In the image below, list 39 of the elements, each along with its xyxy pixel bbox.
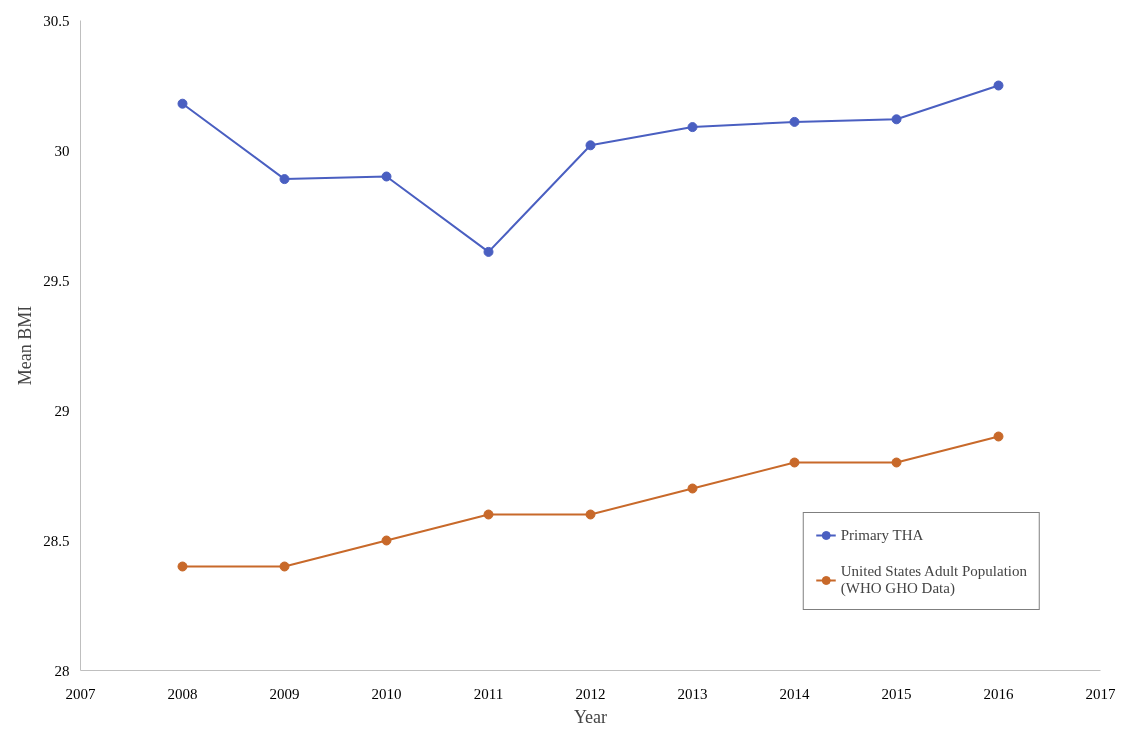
point: [381, 535, 392, 546]
legend-label: United States Adult Population (WHO GHO Data): [840, 563, 1027, 597]
legend-label: Primary THA: [840, 526, 924, 544]
point: [381, 171, 392, 182]
y-tick-label: 28: [54, 662, 70, 679]
point: [891, 457, 902, 468]
x-tick-label: 2016: [983, 685, 1014, 702]
point: [891, 114, 902, 125]
point: [483, 509, 494, 520]
point: [177, 561, 188, 572]
point: [177, 98, 188, 109]
y-tick-label: 29: [54, 402, 70, 419]
point: [993, 80, 1004, 91]
point: [585, 140, 596, 151]
y-tick-label: 29.5: [43, 272, 70, 289]
y-tick-label: 30: [54, 142, 70, 159]
x-tick-label: 2009: [269, 685, 300, 702]
point: [687, 122, 698, 133]
point: [993, 431, 1004, 442]
x-tick-label: 2014: [779, 685, 810, 702]
x-tick-label: 2012: [575, 685, 606, 702]
x-tick-label: 2007: [65, 685, 96, 702]
point: [585, 509, 596, 520]
y-axis-title: Mean BMI: [15, 305, 36, 386]
point: [687, 483, 698, 494]
x-tick-label: 2011: [473, 685, 504, 702]
point: [279, 561, 290, 572]
x-axis-title: Year: [573, 706, 608, 727]
point: [279, 174, 290, 185]
x-tick-label: 2010: [371, 685, 402, 702]
point: [789, 116, 800, 127]
x-tick-label: 2015: [881, 685, 912, 702]
y-tick-label: 30.5: [43, 12, 70, 29]
x-tick-label: 2013: [677, 685, 708, 702]
point: [789, 457, 800, 468]
y-tick-label: 28.5: [43, 532, 70, 549]
point: [483, 246, 494, 257]
x-tick-label: 2008: [167, 685, 198, 702]
x-tick-label: 2017: [1085, 685, 1116, 702]
